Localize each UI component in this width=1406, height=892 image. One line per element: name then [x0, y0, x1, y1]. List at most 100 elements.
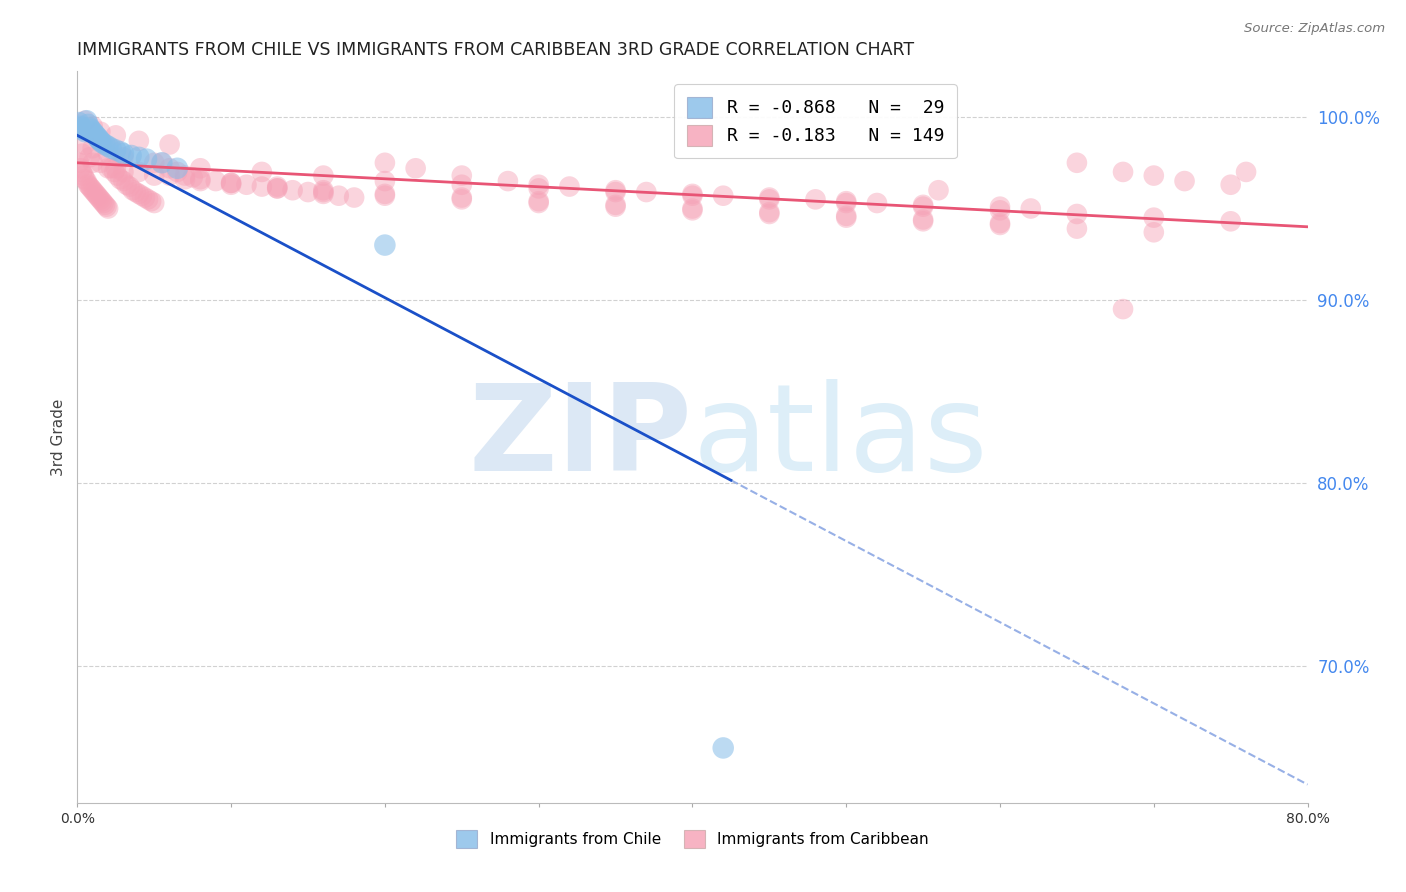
Point — [72, 169, 94, 183]
Point — [112, 174, 135, 188]
Point — [100, 141, 122, 155]
Point — [128, 134, 150, 148]
Point — [988, 203, 1011, 218]
Point — [1112, 301, 1135, 316]
Point — [125, 185, 148, 199]
Point — [405, 161, 427, 176]
Point — [100, 161, 122, 176]
Point — [121, 183, 143, 197]
Point — [711, 740, 734, 755]
Text: IMMIGRANTS FROM CHILE VS IMMIGRANTS FROM CARIBBEAN 3RD GRADE CORRELATION CHART: IMMIGRANTS FROM CHILE VS IMMIGRANTS FROM… — [77, 41, 914, 59]
Point — [82, 119, 104, 133]
Point — [94, 137, 117, 152]
Point — [93, 196, 115, 211]
Point — [636, 185, 658, 199]
Point — [250, 165, 273, 179]
Point — [1219, 214, 1241, 228]
Point — [450, 190, 472, 204]
Point — [128, 186, 150, 201]
Point — [219, 176, 242, 190]
Point — [835, 211, 858, 225]
Point — [281, 183, 304, 197]
Point — [374, 174, 396, 188]
Point — [86, 130, 108, 145]
Point — [711, 188, 734, 202]
Point — [112, 165, 135, 179]
Point — [912, 214, 935, 228]
Point — [77, 117, 100, 131]
Point — [374, 238, 396, 252]
Point — [188, 172, 212, 186]
Point — [82, 125, 104, 139]
Point — [159, 161, 181, 176]
Point — [128, 165, 150, 179]
Point — [1174, 174, 1197, 188]
Point — [758, 190, 780, 204]
Point — [527, 196, 550, 211]
Point — [1143, 225, 1166, 239]
Point — [94, 198, 117, 212]
Point — [104, 128, 127, 143]
Point — [70, 121, 93, 136]
Point — [682, 203, 704, 218]
Point — [80, 123, 103, 137]
Point — [89, 125, 111, 139]
Point — [89, 192, 111, 206]
Point — [159, 169, 181, 183]
Point — [605, 183, 627, 197]
Point — [104, 143, 127, 157]
Point — [86, 188, 108, 202]
Point — [758, 207, 780, 221]
Point — [1143, 211, 1166, 225]
Point — [143, 196, 166, 211]
Point — [166, 161, 188, 176]
Point — [89, 134, 111, 148]
Point — [266, 181, 288, 195]
Point — [912, 212, 935, 227]
Point — [150, 155, 173, 169]
Point — [312, 183, 335, 197]
Point — [90, 194, 114, 209]
Point — [835, 209, 858, 223]
Point — [143, 169, 166, 183]
Point — [105, 169, 128, 183]
Point — [1143, 169, 1166, 183]
Point — [67, 115, 90, 129]
Point — [266, 179, 288, 194]
Point — [103, 165, 125, 179]
Point — [118, 179, 141, 194]
Point — [110, 172, 132, 186]
Point — [79, 179, 101, 194]
Point — [804, 192, 827, 206]
Point — [84, 186, 107, 201]
Point — [90, 136, 114, 150]
Point — [328, 188, 350, 202]
Point — [374, 188, 396, 202]
Point — [166, 165, 188, 179]
Point — [97, 202, 120, 216]
Point — [141, 194, 163, 209]
Point — [96, 200, 118, 214]
Point — [89, 155, 111, 169]
Point — [866, 196, 889, 211]
Point — [82, 141, 104, 155]
Point — [120, 148, 142, 162]
Point — [758, 205, 780, 219]
Legend: Immigrants from Chile, Immigrants from Caribbean: Immigrants from Chile, Immigrants from C… — [450, 824, 935, 854]
Point — [928, 183, 950, 197]
Point — [912, 200, 935, 214]
Point — [988, 200, 1011, 214]
Point — [69, 119, 91, 133]
Point — [104, 161, 127, 176]
Text: atlas: atlas — [693, 378, 988, 496]
Point — [69, 161, 91, 176]
Point — [73, 125, 96, 139]
Point — [374, 186, 396, 201]
Point — [76, 174, 98, 188]
Point — [527, 181, 550, 195]
Point — [79, 121, 101, 136]
Point — [758, 192, 780, 206]
Point — [235, 178, 257, 192]
Text: Source: ZipAtlas.com: Source: ZipAtlas.com — [1244, 22, 1385, 36]
Point — [159, 137, 181, 152]
